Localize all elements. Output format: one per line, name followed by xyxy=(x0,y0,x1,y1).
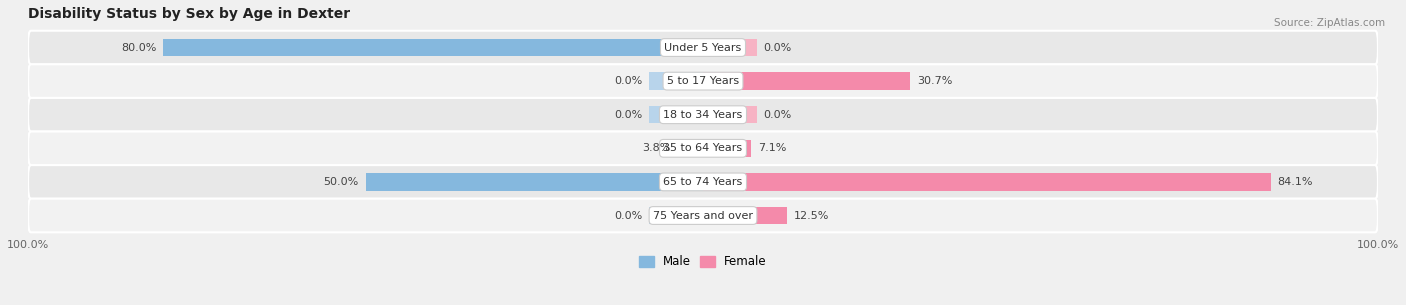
Text: 0.0%: 0.0% xyxy=(763,110,792,120)
Text: 0.0%: 0.0% xyxy=(763,42,792,52)
Bar xyxy=(703,106,756,124)
Bar xyxy=(163,39,703,56)
Text: 0.0%: 0.0% xyxy=(614,76,643,86)
FancyBboxPatch shape xyxy=(28,98,1378,131)
Bar xyxy=(650,72,703,90)
FancyBboxPatch shape xyxy=(28,199,1378,232)
Bar xyxy=(678,140,703,157)
Text: 7.1%: 7.1% xyxy=(758,143,786,153)
Text: 84.1%: 84.1% xyxy=(1278,177,1313,187)
Text: 12.5%: 12.5% xyxy=(794,210,830,221)
Bar xyxy=(703,72,910,90)
Text: 65 to 74 Years: 65 to 74 Years xyxy=(664,177,742,187)
Text: 75 Years and over: 75 Years and over xyxy=(652,210,754,221)
Bar xyxy=(650,106,703,124)
Text: 80.0%: 80.0% xyxy=(121,42,156,52)
Text: 0.0%: 0.0% xyxy=(614,110,643,120)
Bar xyxy=(703,173,1271,191)
Bar xyxy=(703,39,756,56)
Bar xyxy=(703,140,751,157)
Text: Source: ZipAtlas.com: Source: ZipAtlas.com xyxy=(1274,18,1385,28)
Bar xyxy=(650,207,703,224)
FancyBboxPatch shape xyxy=(28,165,1378,199)
Text: 3.8%: 3.8% xyxy=(643,143,671,153)
Text: 35 to 64 Years: 35 to 64 Years xyxy=(664,143,742,153)
Text: Under 5 Years: Under 5 Years xyxy=(665,42,741,52)
Text: Disability Status by Sex by Age in Dexter: Disability Status by Sex by Age in Dexte… xyxy=(28,7,350,21)
Text: 50.0%: 50.0% xyxy=(323,177,359,187)
FancyBboxPatch shape xyxy=(28,64,1378,98)
Text: 0.0%: 0.0% xyxy=(614,210,643,221)
Legend: Male, Female: Male, Female xyxy=(634,251,772,273)
Bar xyxy=(366,173,703,191)
FancyBboxPatch shape xyxy=(28,131,1378,165)
Text: 5 to 17 Years: 5 to 17 Years xyxy=(666,76,740,86)
Bar xyxy=(703,207,787,224)
FancyBboxPatch shape xyxy=(28,31,1378,64)
Text: 30.7%: 30.7% xyxy=(917,76,952,86)
Text: 18 to 34 Years: 18 to 34 Years xyxy=(664,110,742,120)
